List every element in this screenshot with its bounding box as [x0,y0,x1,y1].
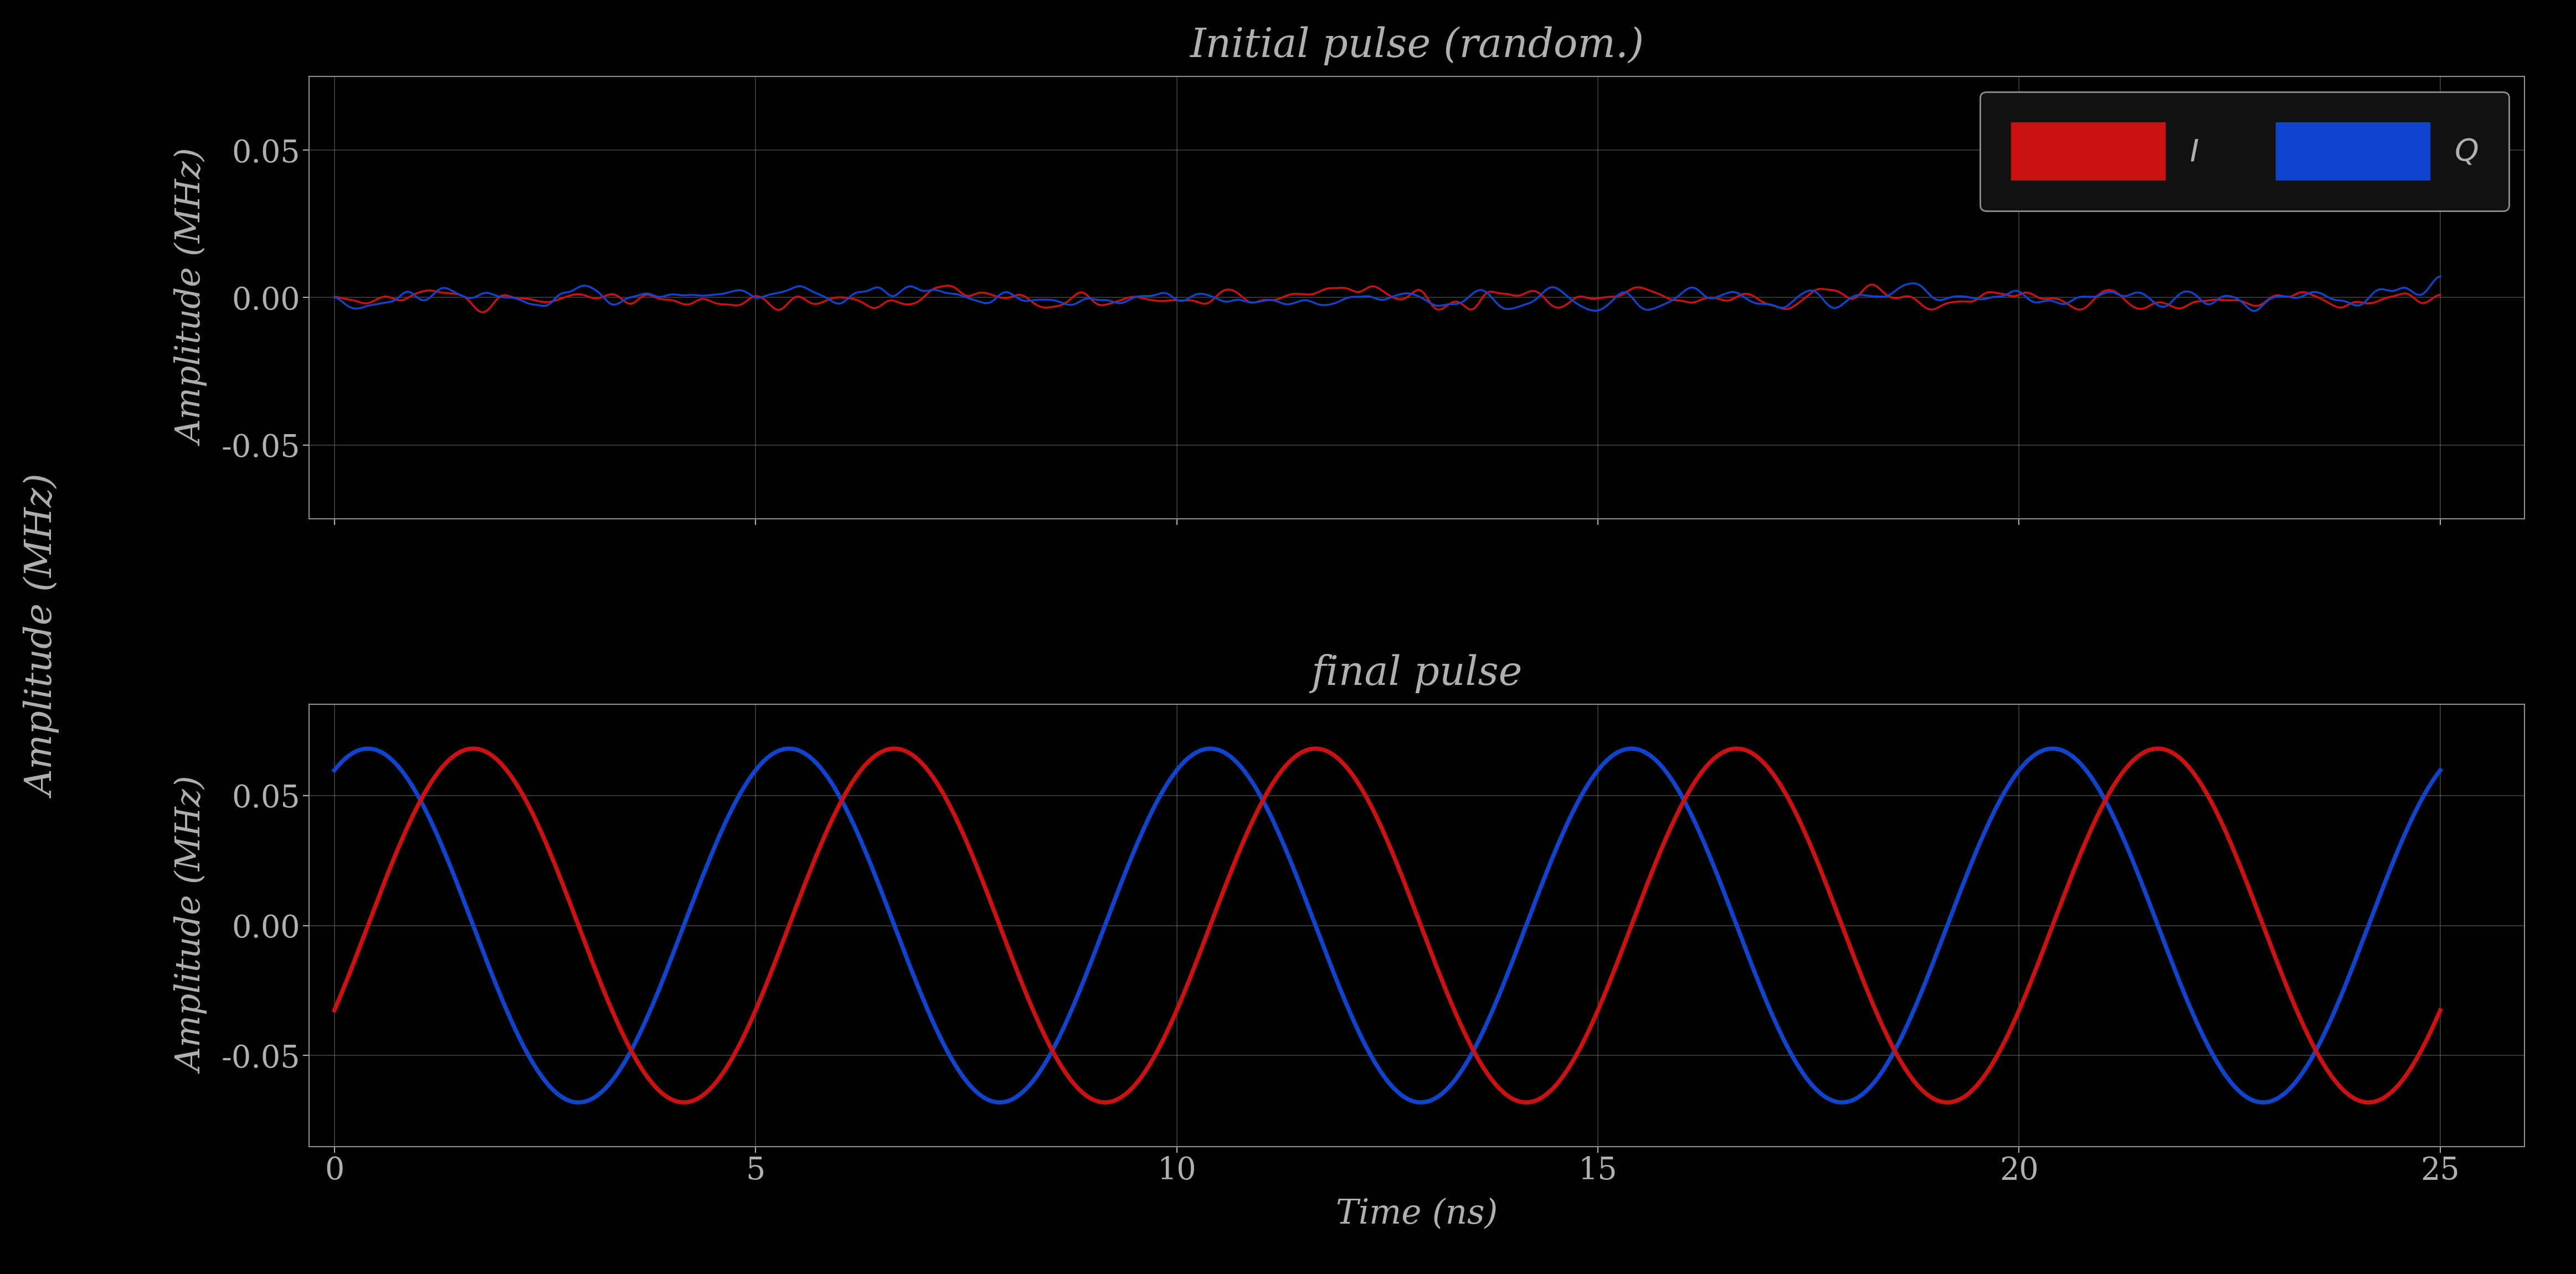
Text: Amplitude (MHz): Amplitude (MHz) [26,475,62,799]
Y-axis label: Amplitude (MHz): Amplitude (MHz) [178,149,209,446]
Y-axis label: Amplitude (MHz): Amplitude (MHz) [178,777,209,1074]
Legend: $I$, $Q$: $I$, $Q$ [1981,92,2509,211]
X-axis label: Time (ns): Time (ns) [1337,1198,1497,1231]
Title: final pulse: final pulse [1311,654,1522,693]
Title: Initial pulse (random.): Initial pulse (random.) [1190,27,1643,65]
